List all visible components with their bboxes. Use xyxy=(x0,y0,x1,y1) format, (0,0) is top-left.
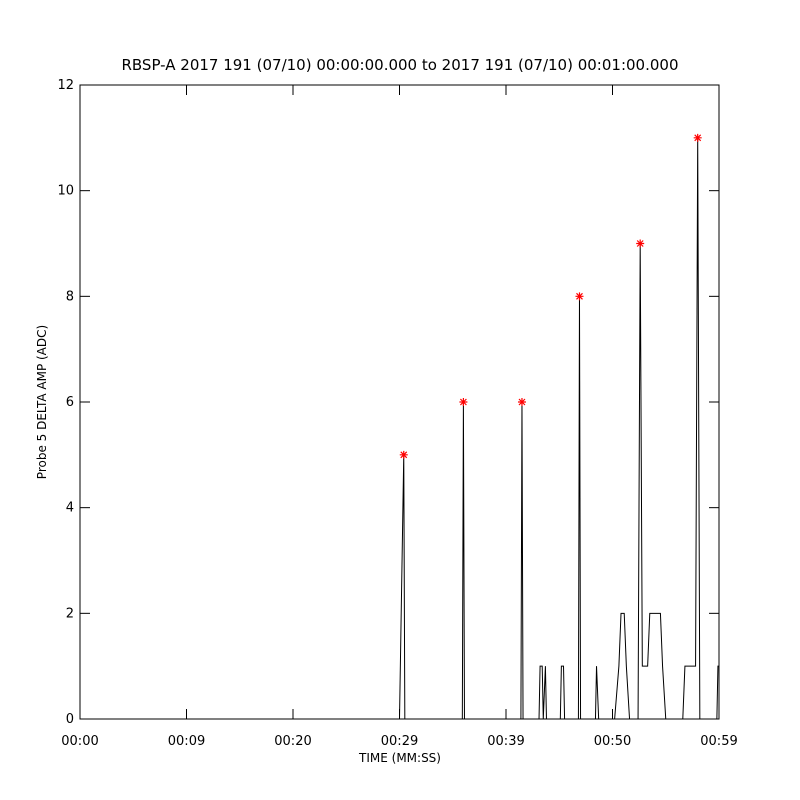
x-tick-label: 00:50 xyxy=(594,734,631,749)
y-tick-label: 4 xyxy=(66,501,74,516)
y-tick-label: 6 xyxy=(66,395,74,410)
y-tick-label: 8 xyxy=(66,289,74,304)
peak-marker xyxy=(636,239,645,248)
peak-marker xyxy=(399,450,408,459)
data-line xyxy=(80,137,719,720)
x-tick-label: 00:39 xyxy=(487,734,524,749)
x-tick-label: 00:59 xyxy=(700,734,737,749)
y-tick-label: 0 xyxy=(66,712,74,727)
peak-marker xyxy=(575,292,584,301)
peak-marker xyxy=(693,133,702,142)
y-axis-label: Probe 5 DELTA AMP (ADC) xyxy=(35,325,49,479)
y-tick-label: 10 xyxy=(57,184,74,199)
y-tick-label: 2 xyxy=(66,606,74,621)
peak-marker xyxy=(459,398,468,406)
x-tick-label: 00:00 xyxy=(61,734,98,749)
x-tick-label: 00:09 xyxy=(168,734,205,749)
x-tick-label: 00:20 xyxy=(274,734,311,749)
x-axis-label: TIME (MM:SS) xyxy=(358,751,441,765)
x-tick-label: 00:29 xyxy=(381,734,418,749)
chart-title: RBSP-A 2017 191 (07/10) 00:00:00.000 to … xyxy=(121,56,678,74)
y-tick-label: 12 xyxy=(57,78,74,93)
peak-marker xyxy=(517,398,526,406)
